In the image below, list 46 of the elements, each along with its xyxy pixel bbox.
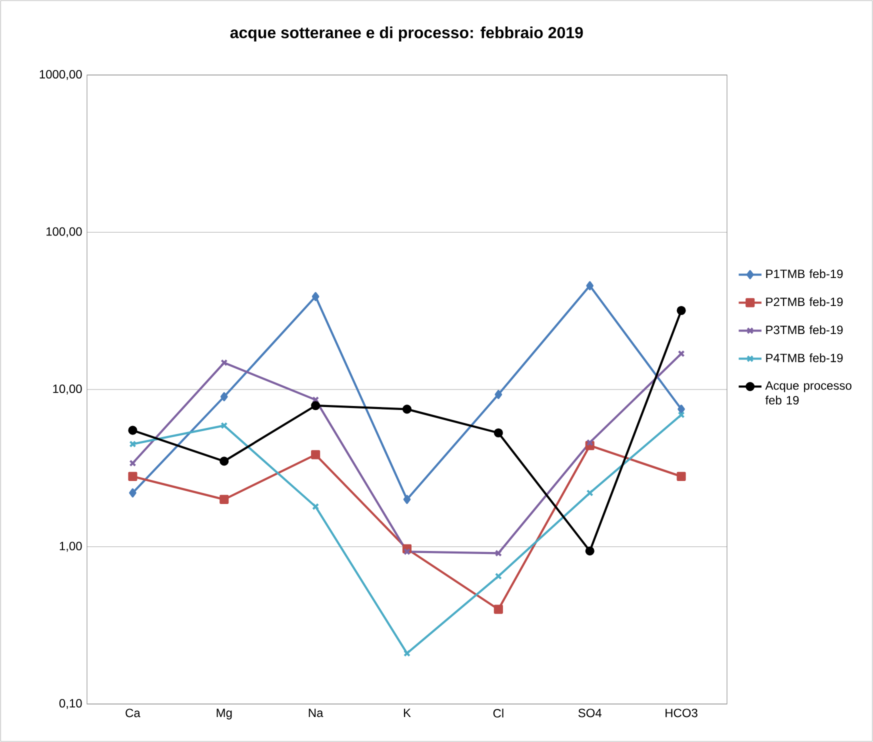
point (220, 359, 228, 366)
y-tick-label: 0,10 (59, 699, 82, 709)
point (403, 494, 411, 504)
point (494, 604, 503, 614)
legend-label: P4TMB feb-19 (766, 353, 843, 362)
point (494, 390, 502, 399)
point (312, 503, 320, 510)
x-tick-label: Mg (216, 708, 232, 720)
point (311, 450, 320, 460)
x-tick-label: Cl (493, 708, 504, 718)
x-tick-label: K (404, 708, 411, 717)
point (220, 422, 228, 430)
y-tick-label: 10,00 (53, 384, 82, 394)
point (585, 546, 594, 556)
point (586, 439, 594, 446)
legend-label: P1TMB feb-19 (766, 269, 843, 278)
point (494, 572, 502, 580)
point (403, 650, 411, 657)
x-tick-label: HCO3 (666, 708, 698, 718)
point (220, 494, 229, 504)
point (129, 488, 136, 498)
legend-label: P2TMB feb-19 (766, 297, 843, 306)
legend-label: P3TMB feb-19 (766, 325, 843, 334)
point (220, 392, 228, 402)
y-tick-label: 1,00 (60, 542, 82, 552)
x-tick-label: Ca (126, 708, 140, 718)
point (494, 428, 503, 438)
x-tick-label: SO4 (578, 708, 602, 718)
point (128, 426, 138, 435)
point (311, 401, 320, 410)
legend-label: Acque processo feb 19 (765, 381, 852, 404)
point (403, 548, 411, 556)
point (312, 292, 320, 302)
point (676, 306, 686, 316)
y-tick-label: 100,00 (46, 227, 82, 238)
point (402, 404, 412, 414)
x-tick-label: Na (308, 708, 324, 718)
chart-title: acque sotteranee e di processo: febbraio 2019 (230, 26, 583, 42)
point (676, 472, 686, 481)
point (128, 472, 138, 481)
point (678, 404, 685, 414)
y-tick-label: 1000,00 (40, 70, 82, 80)
point (220, 456, 229, 466)
point (494, 550, 502, 557)
point (586, 489, 594, 496)
point (586, 281, 594, 290)
